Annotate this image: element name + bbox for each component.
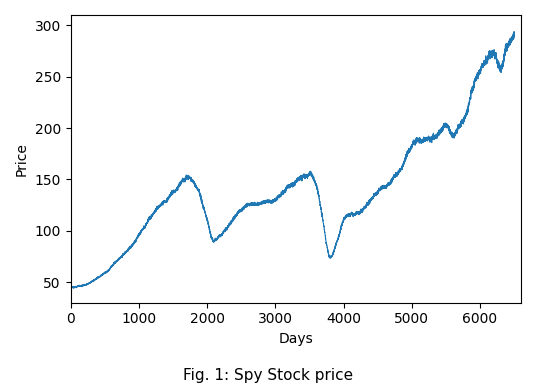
Y-axis label: Price: Price xyxy=(15,142,29,176)
Text: Fig. 1: Spy Stock price: Fig. 1: Spy Stock price xyxy=(183,368,353,383)
X-axis label: Days: Days xyxy=(278,332,313,346)
